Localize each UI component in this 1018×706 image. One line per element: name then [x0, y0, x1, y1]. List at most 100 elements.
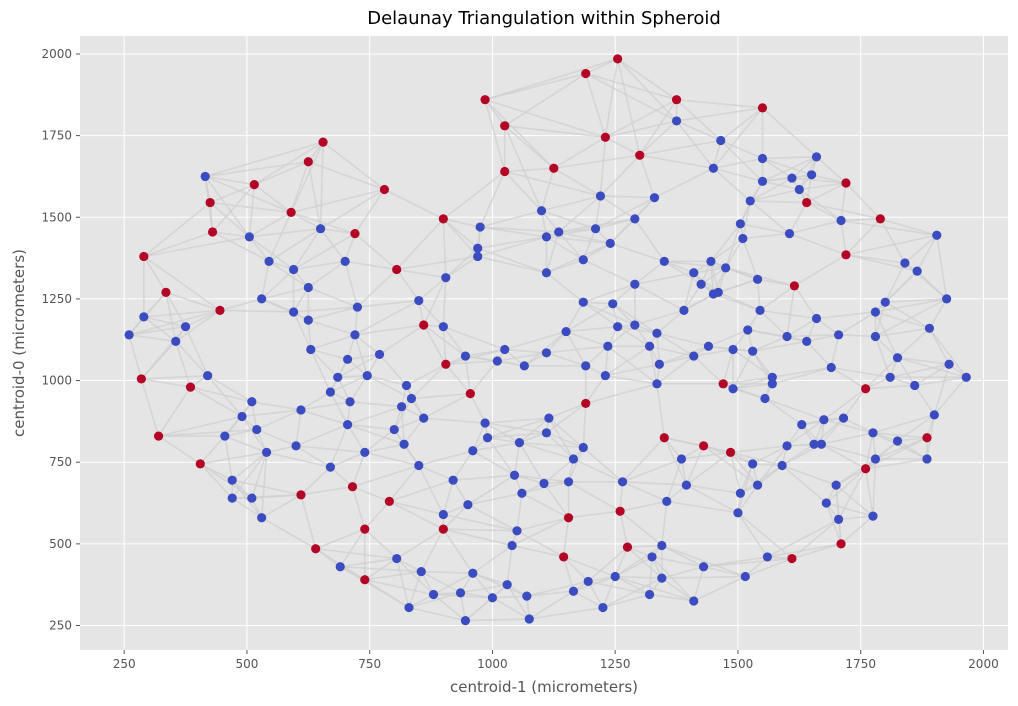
triangulation-edge [712, 167, 751, 202]
data-point [809, 439, 819, 449]
data-point [311, 544, 321, 554]
data-point [315, 224, 326, 234]
triangulation-edge [614, 575, 650, 596]
triangulation-edge [320, 227, 356, 235]
triangulation-edge [686, 484, 741, 495]
triangulation-edge [786, 285, 796, 337]
triangulation-edge [759, 309, 788, 338]
triangulation-edge [295, 445, 365, 454]
triangulation-edge [472, 422, 486, 452]
x-tick-label: 1250 [600, 657, 631, 671]
triangulation-edge [553, 136, 606, 169]
triangulation-edge [794, 254, 847, 287]
triangulation-edge [379, 324, 425, 356]
triangulation-edge [811, 174, 847, 184]
data-point [559, 552, 569, 562]
data-point [630, 214, 640, 224]
triangulation-edge [310, 334, 356, 351]
triangulation-edge [619, 481, 624, 512]
data-point [306, 344, 316, 355]
triangulation-edge [300, 494, 317, 549]
triangulation-edge [752, 335, 788, 352]
triangulation-edge [248, 184, 256, 237]
triangulation-edge [418, 277, 447, 302]
triangulation-edge [897, 356, 967, 379]
data-point [215, 305, 225, 315]
triangulation-edge [595, 196, 655, 230]
data-point [502, 580, 512, 590]
triangulation-edge [143, 291, 167, 318]
triangulation-edge [396, 268, 446, 279]
triangulation-edge [445, 247, 479, 279]
triangulation-edge [479, 209, 542, 228]
data-point [671, 95, 682, 105]
triangulation-edge [528, 590, 574, 620]
data-point [811, 313, 822, 324]
triangulation-edge [199, 435, 226, 465]
data-point [237, 411, 247, 422]
data-point [713, 287, 723, 297]
data-point [482, 433, 493, 443]
triangulation-edge [540, 168, 555, 211]
data-point [615, 506, 625, 516]
triangulation-edge [614, 546, 629, 577]
triangulation-edge [842, 388, 867, 419]
triangulation-edge [128, 334, 143, 380]
triangulation-edge [683, 272, 695, 311]
triangulation-edge [442, 326, 467, 357]
data-point [679, 305, 689, 315]
triangulation-edge [231, 497, 263, 519]
data-point [468, 568, 478, 578]
triangulation-edge [764, 397, 803, 426]
triangulation-edge [411, 392, 471, 400]
data-point [841, 178, 851, 188]
data-point [541, 428, 552, 438]
triangulation-edge [740, 223, 790, 235]
triangulation-edge [588, 580, 650, 596]
triangulation-edge [838, 334, 876, 338]
triangulation-edge [300, 485, 353, 496]
triangulation-edge [585, 375, 607, 404]
data-point [581, 361, 591, 371]
triangulation-edge [656, 332, 695, 357]
triangulation-edge [896, 357, 916, 386]
chart-title: Delaunay Triangulation within Spheroid [367, 8, 721, 29]
triangulation-edge [268, 212, 292, 262]
triangulation-edge [845, 182, 881, 220]
triangulation-edge [442, 528, 474, 574]
data-point [362, 371, 372, 381]
triangulation-edge [573, 575, 616, 592]
data-point [762, 552, 773, 562]
triangulation-edge [582, 301, 636, 326]
data-point [836, 539, 846, 549]
triangulation-edge [141, 374, 208, 380]
triangulation-edge [634, 283, 685, 312]
triangulation-edge [619, 500, 667, 512]
triangulation-edge [665, 458, 683, 502]
triangulation-edge [396, 528, 444, 560]
data-point [868, 511, 878, 521]
data-point [782, 441, 792, 451]
y-tick-label: 750 [49, 455, 72, 469]
triangulation-edge [421, 570, 473, 575]
triangulation-edge [787, 334, 839, 338]
data-point [802, 336, 812, 346]
triangulation-edge [545, 402, 587, 434]
triangulation-edge [732, 376, 773, 390]
triangulation-edge [639, 154, 714, 170]
data-point [463, 500, 473, 510]
data-point [581, 68, 591, 79]
triangulation-edge [683, 283, 702, 311]
triangulation-edge [622, 481, 687, 486]
data-point [335, 562, 345, 572]
triangulation-edge [710, 261, 715, 295]
triangulation-edge [587, 546, 628, 583]
data-point [340, 256, 350, 266]
data-point [600, 371, 610, 381]
triangulation-edge [465, 618, 530, 622]
triangulation-edge [806, 201, 881, 220]
data-point [583, 576, 593, 587]
data-point [802, 197, 812, 208]
triangulation-edge [484, 99, 555, 169]
